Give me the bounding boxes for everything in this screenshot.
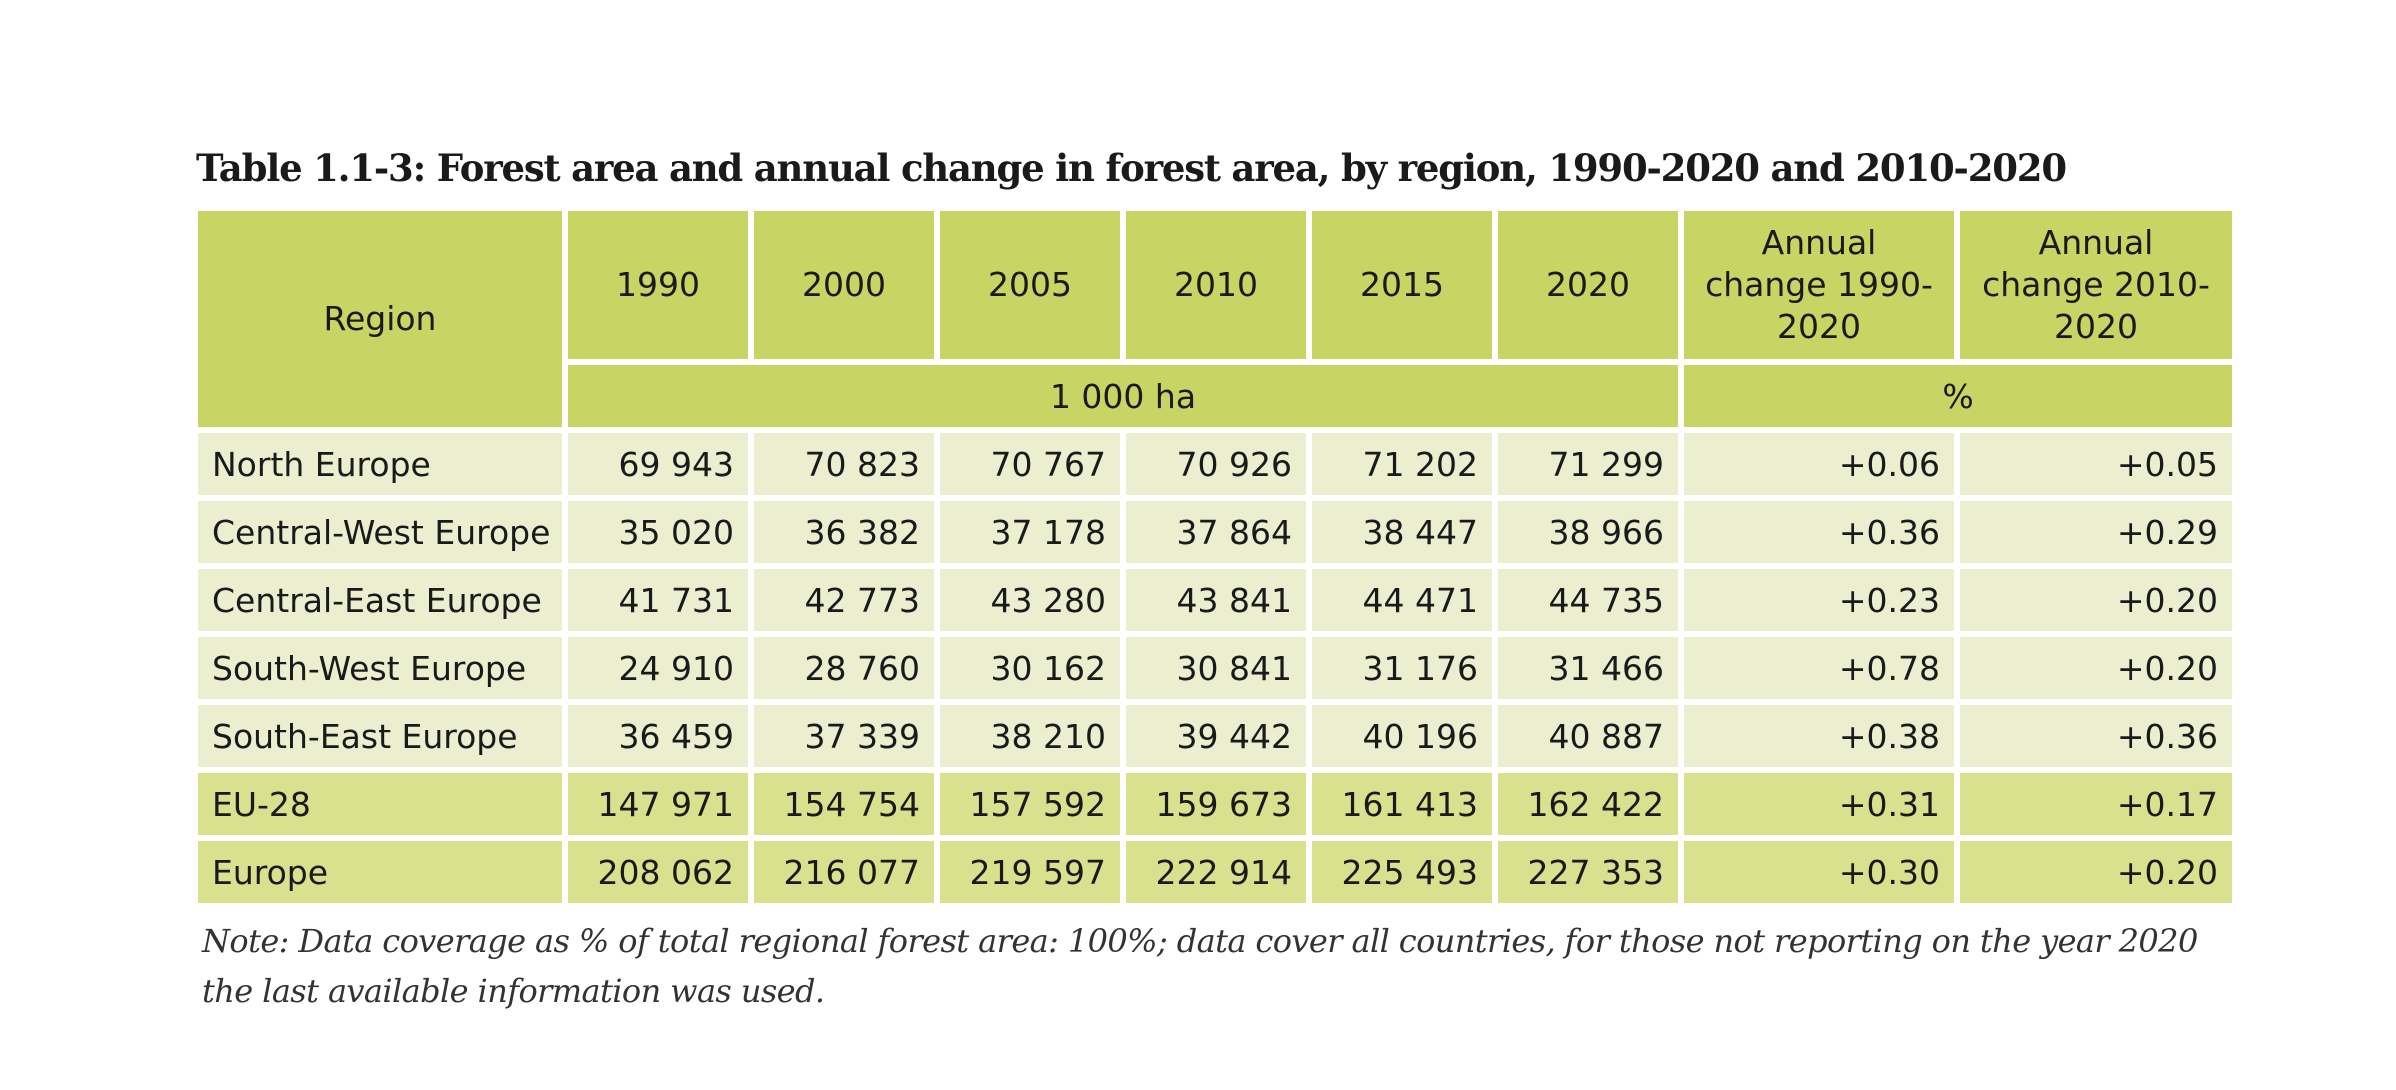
change-1990-2020-cell: +0.06: [1684, 433, 1954, 495]
change-2010-2020-cell: +0.29: [1960, 501, 2232, 563]
area-cell: 70 926: [1126, 433, 1306, 495]
change-2010-2020-cell: +0.36: [1960, 705, 2232, 767]
area-cell: 69 943: [568, 433, 748, 495]
area-cell: 41 731: [568, 569, 748, 631]
unit-row: 1 000 ha %: [198, 365, 2232, 427]
area-cell: 208 062: [568, 841, 748, 903]
area-cell: 71 299: [1498, 433, 1678, 495]
area-cell: 154 754: [754, 773, 934, 835]
area-cell: 157 592: [940, 773, 1120, 835]
table-note: Note: Data coverage as % of total region…: [202, 922, 2198, 1010]
table-row: North Europe 69 943 70 823 70 767 70 926 71 2…: [198, 433, 2232, 495]
area-cell: 162 422: [1498, 773, 1678, 835]
region-cell: Europe: [198, 841, 562, 903]
area-cell: 225 493: [1312, 841, 1492, 903]
header-annual-change-1990-2020: Annual change 1990-2020: [1684, 211, 1954, 359]
unit-area: 1 000 ha: [568, 365, 1678, 427]
forest-area-table: Region 1990 2000 2005 2010 2015 2020 Ann…: [192, 205, 2238, 909]
area-cell: 161 413: [1312, 773, 1492, 835]
area-cell: 42 773: [754, 569, 934, 631]
table-row: South-West Europe 24 910 28 760 30 162 30 84…: [198, 637, 2232, 699]
header-year: 1990: [568, 211, 748, 359]
change-2010-2020-cell: +0.20: [1960, 841, 2232, 903]
area-cell: 38 966: [1498, 501, 1678, 563]
area-cell: 147 971: [568, 773, 748, 835]
table-row: EU-28 147 971 154 754 157 592 159 673 161 413…: [198, 773, 2232, 835]
area-cell: 216 077: [754, 841, 934, 903]
area-cell: 40 196: [1312, 705, 1492, 767]
change-1990-2020-cell: +0.23: [1684, 569, 1954, 631]
area-cell: 30 162: [940, 637, 1120, 699]
area-cell: 44 471: [1312, 569, 1492, 631]
region-cell: South-East Europe: [198, 705, 562, 767]
area-cell: 30 841: [1126, 637, 1306, 699]
change-2010-2020-cell: +0.05: [1960, 433, 2232, 495]
area-cell: 159 673: [1126, 773, 1306, 835]
area-cell: 222 914: [1126, 841, 1306, 903]
header-region: Region: [198, 211, 562, 427]
area-cell: 71 202: [1312, 433, 1492, 495]
region-cell: South-West Europe: [198, 637, 562, 699]
unit-change: %: [1684, 365, 2232, 427]
table-row: Central-East Europe 41 731 42 773 43 280 43 …: [198, 569, 2232, 631]
area-cell: 43 841: [1126, 569, 1306, 631]
area-cell: 38 447: [1312, 501, 1492, 563]
area-cell: 219 597: [940, 841, 1120, 903]
header-row: Region 1990 2000 2005 2010 2015 2020 Ann…: [198, 211, 2232, 427]
area-cell: 37 178: [940, 501, 1120, 563]
area-cell: 70 823: [754, 433, 934, 495]
table-row: Europe 208 062 216 077 219 597 222 914 225 49…: [198, 841, 2232, 903]
change-1990-2020-cell: +0.36: [1684, 501, 1954, 563]
area-cell: 70 767: [940, 433, 1120, 495]
area-cell: 227 353: [1498, 841, 1678, 903]
header-year: 2000: [754, 211, 934, 359]
change-1990-2020-cell: +0.31: [1684, 773, 1954, 835]
change-2010-2020-cell: +0.20: [1960, 637, 2232, 699]
area-cell: 35 020: [568, 501, 748, 563]
area-cell: 36 382: [754, 501, 934, 563]
area-cell: 36 459: [568, 705, 748, 767]
change-2010-2020-cell: +0.20: [1960, 569, 2232, 631]
table-row: South-East Europe 36 459 37 339 38 210 39 44…: [198, 705, 2232, 767]
change-1990-2020-cell: +0.78: [1684, 637, 1954, 699]
header-year: 2005: [940, 211, 1120, 359]
area-cell: 40 887: [1498, 705, 1678, 767]
table-row: Central-West Europe 35 020 36 382 37 178 37 …: [198, 501, 2232, 563]
area-cell: 37 339: [754, 705, 934, 767]
header-year: 2010: [1126, 211, 1306, 359]
region-cell: EU-28: [198, 773, 562, 835]
area-cell: 38 210: [940, 705, 1120, 767]
area-cell: 43 280: [940, 569, 1120, 631]
area-cell: 24 910: [568, 637, 748, 699]
area-cell: 37 864: [1126, 501, 1306, 563]
header-annual-change-2010-2020: Annual change 2010-2020: [1960, 211, 2232, 359]
change-1990-2020-cell: +0.30: [1684, 841, 1954, 903]
table-title: Table 1.1-3: Forest area and annual chan…: [196, 146, 2067, 190]
region-cell: Central-West Europe: [198, 501, 562, 563]
change-1990-2020-cell: +0.38: [1684, 705, 1954, 767]
area-cell: 39 442: [1126, 705, 1306, 767]
region-cell: North Europe: [198, 433, 562, 495]
area-cell: 28 760: [754, 637, 934, 699]
area-cell: 44 735: [1498, 569, 1678, 631]
change-2010-2020-cell: +0.17: [1960, 773, 2232, 835]
region-cell: Central-East Europe: [198, 569, 562, 631]
header-year: 2020: [1498, 211, 1678, 359]
area-cell: 31 176: [1312, 637, 1492, 699]
header-year: 2015: [1312, 211, 1492, 359]
area-cell: 31 466: [1498, 637, 1678, 699]
table-body: North Europe 69 943 70 823 70 767 70 926 71 2…: [198, 433, 2232, 903]
